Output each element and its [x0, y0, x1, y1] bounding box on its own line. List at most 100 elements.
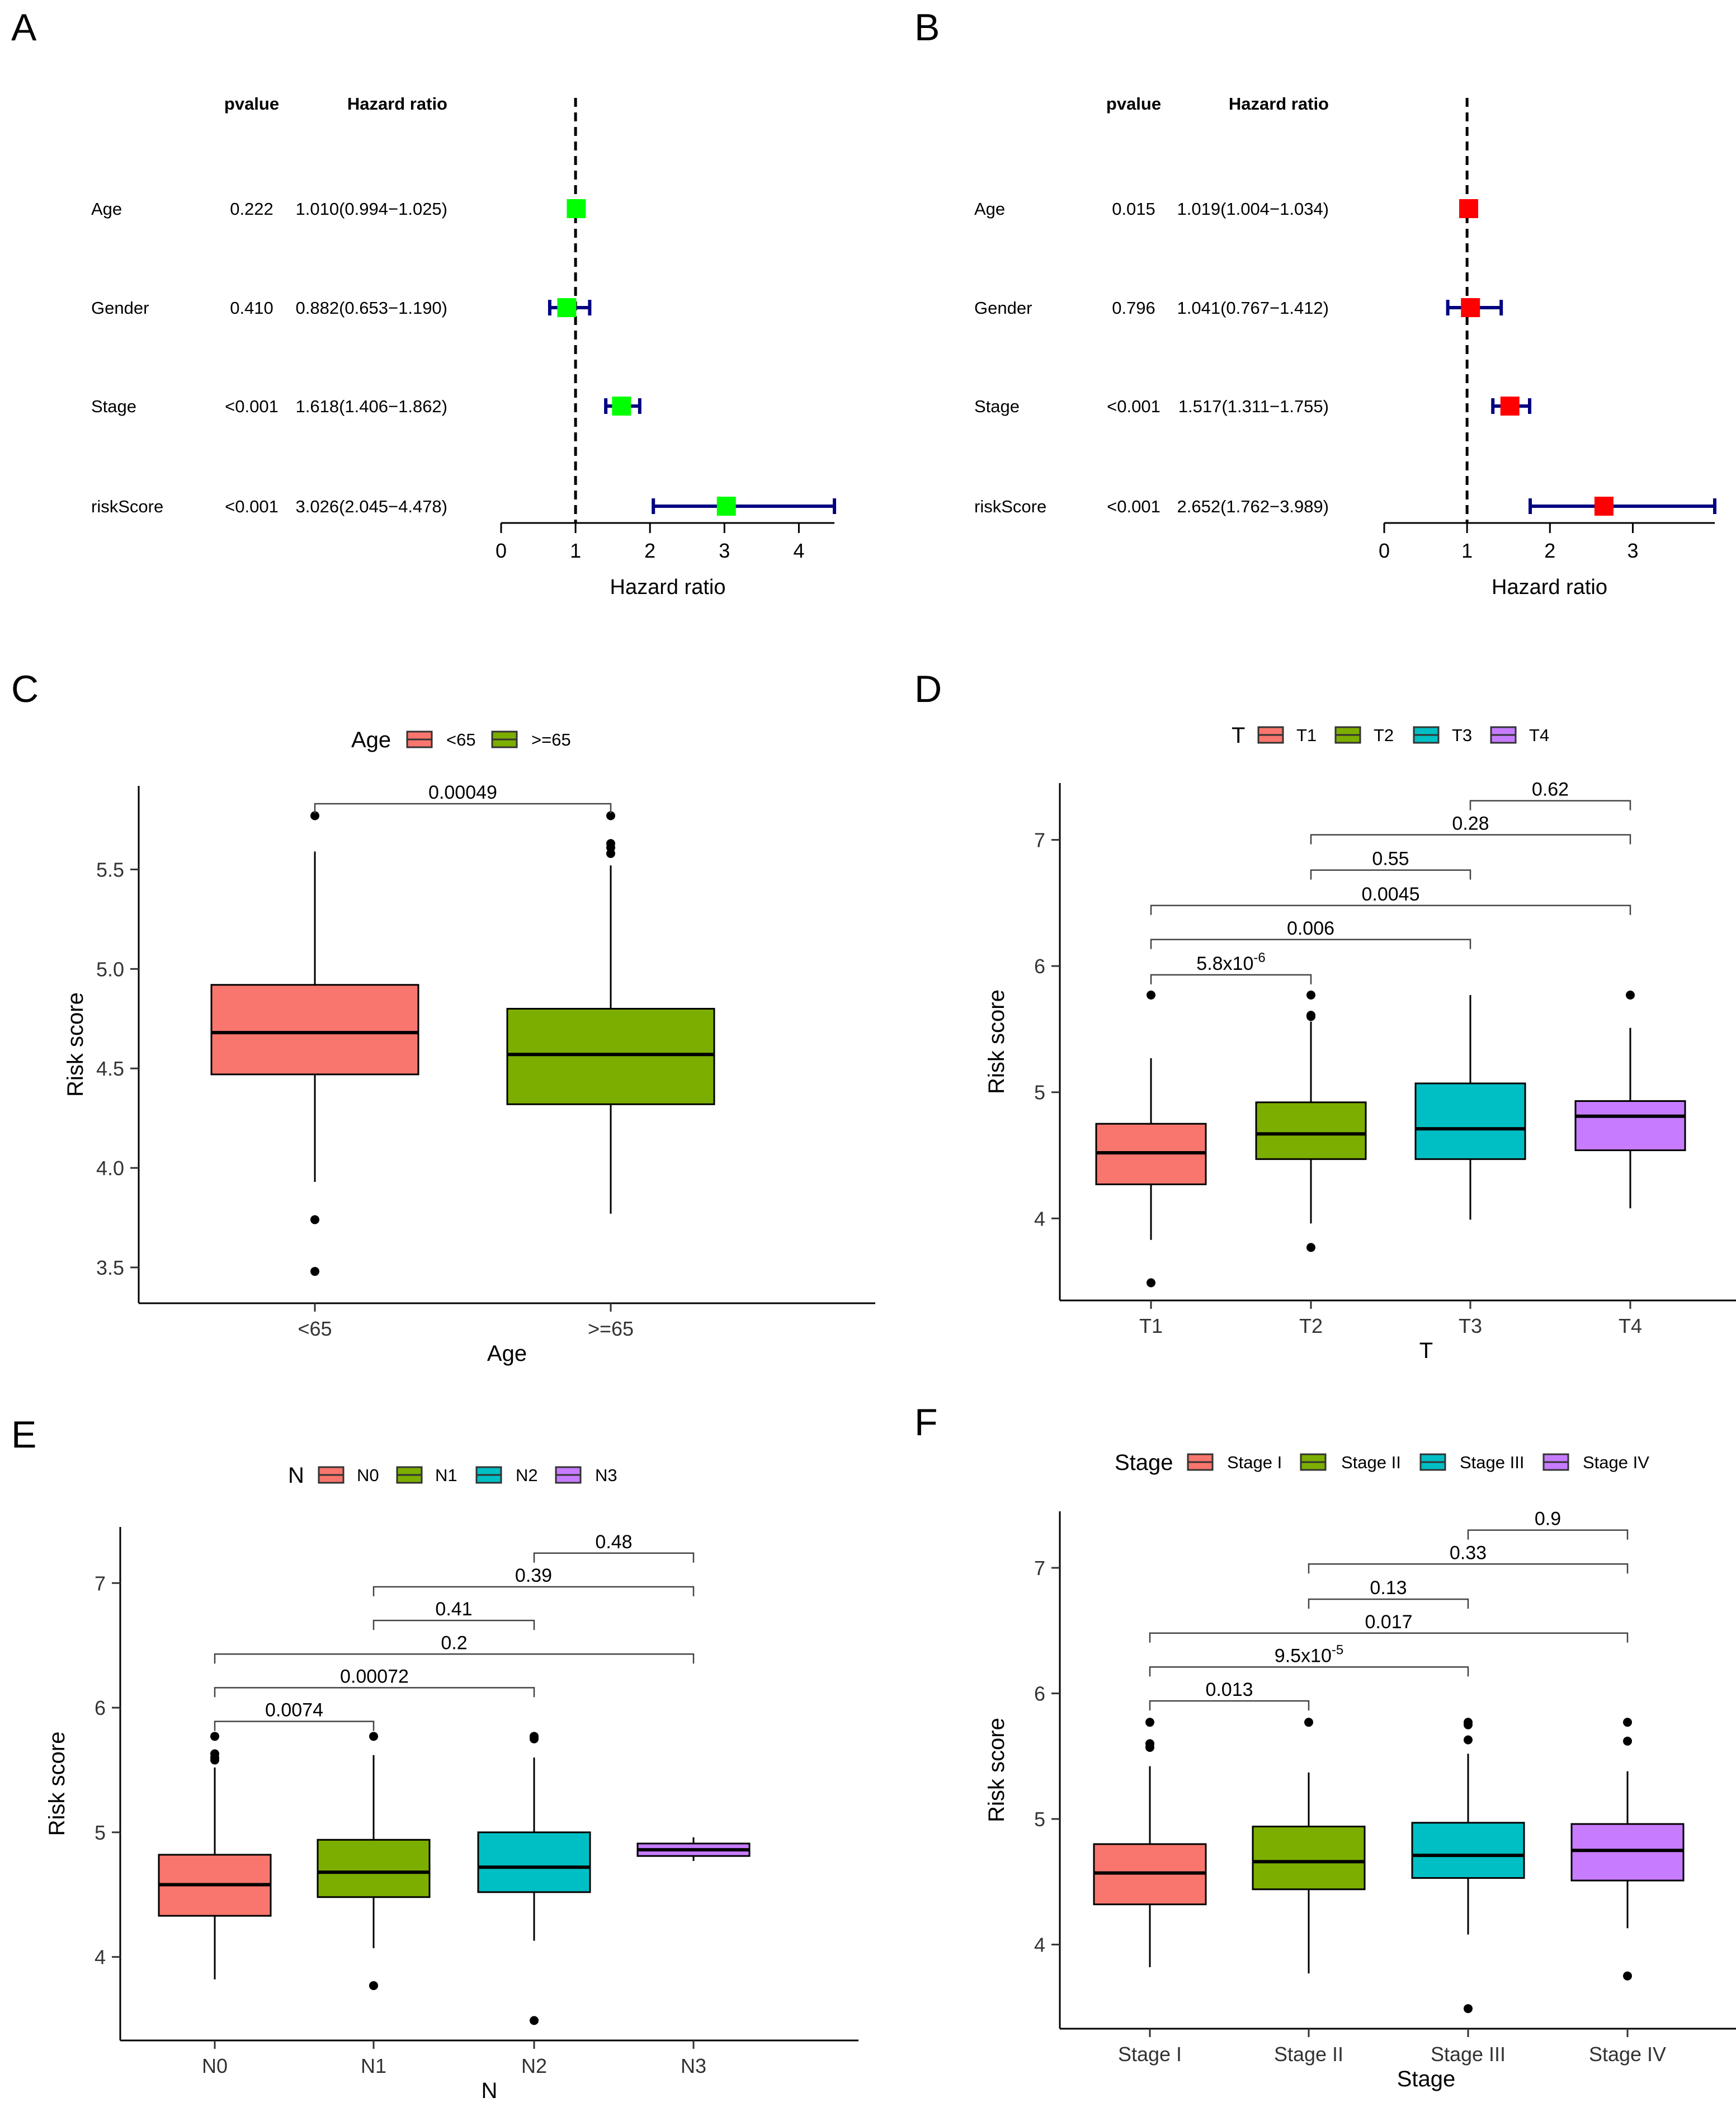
legend-label: T3: [1452, 725, 1472, 745]
row-hazard-ratio: 1.010(0.994−1.025): [296, 199, 447, 219]
legend-label: N2: [516, 1465, 538, 1485]
x-tick-label: T4: [1619, 1314, 1642, 1337]
outlier-point: [1306, 1012, 1315, 1021]
box-stage-i: [1093, 1718, 1207, 1967]
legend-label: T2: [1374, 725, 1394, 745]
x-tick-label: >=65: [588, 1317, 634, 1340]
y-tick-label: 4: [1034, 1934, 1045, 1957]
box-body: [1570, 1823, 1685, 1882]
row-hazard-ratio: 1.041(0.767−1.412): [1177, 298, 1329, 318]
legend-label: N1: [435, 1465, 457, 1485]
legend: T T1 T2 T3 T4: [1232, 723, 1549, 748]
bracket-line: [1467, 1529, 1629, 1540]
box--65: [506, 811, 715, 1214]
x-tick-label: Stage IV: [1589, 2043, 1666, 2066]
legend-label: Stage IV: [1583, 1453, 1649, 1472]
legend: Stage Stage I Stage II Stage III Stage IV: [1115, 1450, 1649, 1475]
legend-label: >=65: [531, 730, 571, 750]
box-t4: [1574, 991, 1686, 1209]
outlier-point: [210, 1732, 219, 1741]
hazard-ratio-marker: [1594, 497, 1614, 516]
significance-bracket: 0.017: [1149, 1611, 1629, 1643]
panel-label-a: A: [11, 6, 37, 49]
y-tick-label: 7: [95, 1572, 106, 1595]
bracket-line: [1149, 1700, 1310, 1711]
bracket-line: [1310, 869, 1471, 880]
p-value-base: 0.013: [1205, 1679, 1253, 1700]
p-value-label: 0.00049: [428, 782, 497, 803]
p-value-exponent: -5: [1332, 1642, 1343, 1657]
y-tick-label: 5.5: [96, 858, 124, 881]
p-value-base: 0.13: [1370, 1577, 1407, 1599]
outlier-point: [606, 849, 615, 858]
row-label: riskScore: [91, 497, 163, 516]
hazard-ratio-header: Hazard ratio: [347, 94, 447, 114]
significance-bracket: 0.00072: [214, 1666, 535, 1698]
legend-title: Age: [351, 728, 391, 752]
row-pvalue: <0.001: [1107, 397, 1161, 416]
p-value-label: 0.013: [1205, 1679, 1253, 1700]
outlier-point: [1304, 1718, 1313, 1727]
row-label: riskScore: [974, 497, 1046, 516]
y-axis-title: Risk score: [984, 989, 1009, 1094]
x-tick-label: 1: [570, 539, 581, 562]
box--65: [210, 811, 419, 1276]
p-value-base: 0.33: [1450, 1542, 1487, 1563]
panel-label-c: C: [11, 668, 39, 710]
legend-label: Stage II: [1341, 1453, 1401, 1472]
bracket-line: [214, 1687, 535, 1698]
row-hazard-ratio: 3.026(2.045−4.478): [296, 497, 447, 516]
legend-label: Stage I: [1227, 1453, 1282, 1472]
bracket-line: [372, 1586, 695, 1596]
x-axis-title: Hazard ratio: [610, 576, 726, 599]
row-label: Age: [974, 199, 1005, 219]
y-tick-label: 7: [1034, 1557, 1045, 1580]
p-value-label: 9.5x10-5: [1275, 1642, 1343, 1666]
outlier-point: [310, 1267, 319, 1276]
row-pvalue: 0.410: [230, 298, 273, 318]
outlier-point: [369, 1732, 378, 1741]
box-t1: [1095, 991, 1207, 1288]
outlier-point: [606, 811, 615, 821]
bracket-line: [1149, 1666, 1469, 1677]
hazard-ratio-marker: [1461, 298, 1480, 317]
row-label: Age: [91, 199, 122, 219]
bracket-line: [314, 803, 612, 814]
outlier-point: [1306, 1243, 1315, 1252]
p-value-base: 0.48: [595, 1531, 632, 1553]
row-hazard-ratio: 2.652(1.762−3.989): [1177, 497, 1329, 516]
bracket-line: [1310, 834, 1631, 845]
y-tick-label: 6: [1034, 1682, 1045, 1705]
forest-row: Age 0.015 1.019(1.004−1.034): [974, 199, 1478, 219]
x-tick-label: N0: [202, 2054, 228, 2077]
x-tick-label: <65: [298, 1317, 332, 1340]
box-body: [317, 1839, 431, 1898]
box-body: [477, 1831, 591, 1893]
box-t2: [1255, 991, 1367, 1252]
row-hazard-ratio: 1.019(1.004−1.034): [1177, 199, 1329, 219]
x-tick-label: 1: [1461, 539, 1473, 562]
forest-row: riskScore <0.001 2.652(1.762−3.989): [974, 497, 1716, 516]
p-value-label: 0.0074: [265, 1700, 323, 1721]
x-axis-title: Stage: [1397, 2067, 1456, 2091]
outlier-point: [1147, 991, 1155, 1000]
row-pvalue: 0.015: [1112, 199, 1155, 219]
pvalue-header: pvalue: [224, 94, 279, 114]
outlier-point: [1147, 1278, 1155, 1288]
significance-bracket: 0.2: [214, 1632, 695, 1664]
row-pvalue: <0.001: [225, 497, 279, 516]
row-pvalue: <0.001: [1107, 497, 1161, 516]
box-stage-iii: [1411, 1718, 1525, 2014]
p-value-base: 0.0045: [1362, 884, 1420, 905]
bracket-line: [1149, 1632, 1629, 1643]
y-tick-label: 7: [1034, 829, 1045, 852]
significance-bracket: 0.55: [1310, 849, 1471, 880]
p-value-base: 0.00049: [428, 782, 497, 803]
outlier-point: [1464, 2004, 1473, 2014]
boxplot-c: Age <65 >=65 3.5 4.0 4.5 5.0 5.5 <65 >=65 Age Risk …: [63, 728, 875, 1366]
p-value-label: 0.62: [1532, 779, 1569, 800]
bracket-line: [372, 1619, 535, 1630]
x-tick-label: Stage I: [1118, 2043, 1182, 2066]
significance-bracket: 9.5x10-5: [1149, 1642, 1469, 1677]
bracket-line: [1150, 974, 1312, 984]
